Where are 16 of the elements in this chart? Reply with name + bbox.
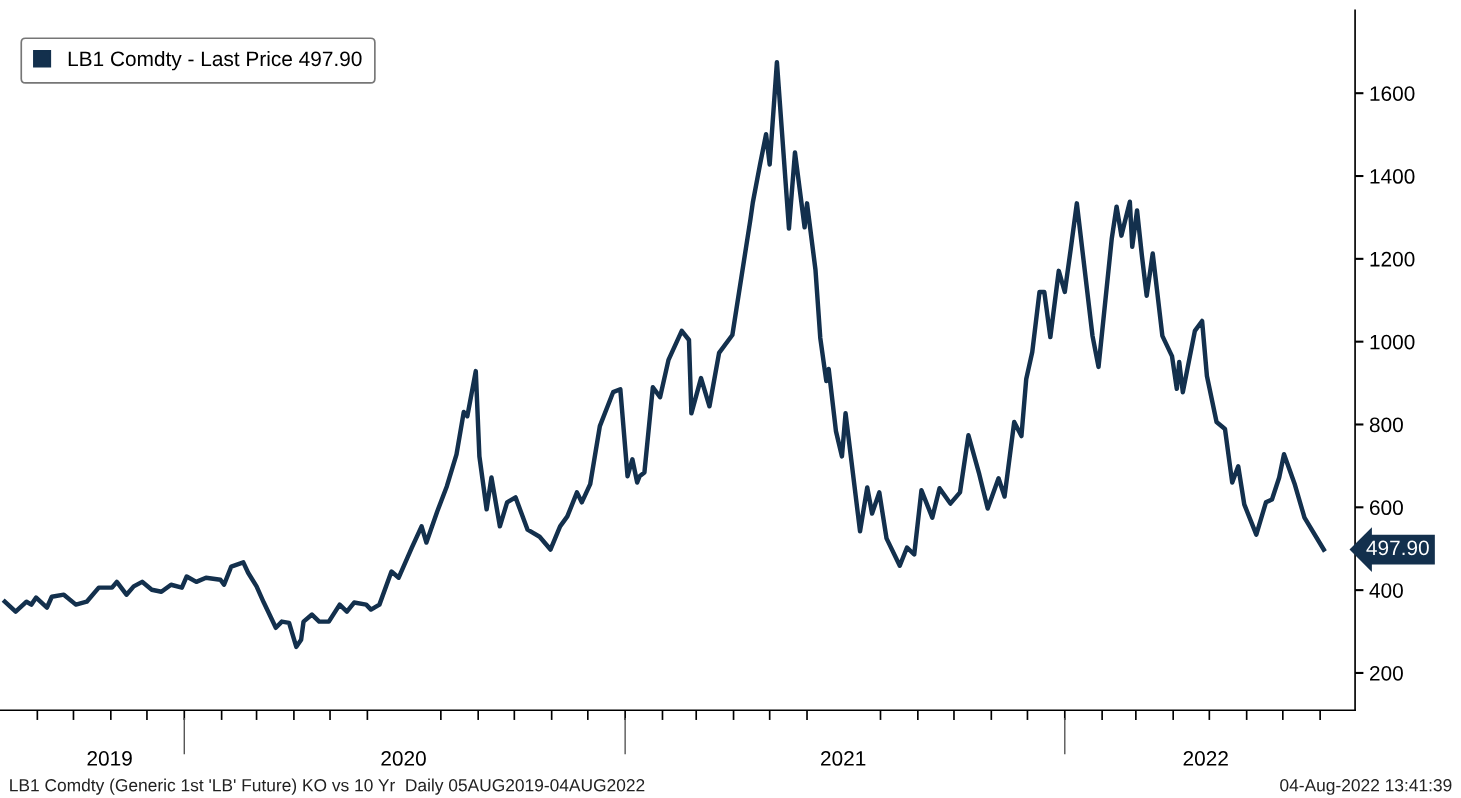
- y-tick-label: 1600: [1370, 86, 1415, 101]
- x-tick-label: 2020: [381, 751, 426, 766]
- x-tick-label: 2021: [821, 751, 866, 766]
- y-tick-label: 1200: [1370, 251, 1415, 267]
- text: LB1 Comdty (Generic 1st 'LB' Future) KO vs 10 Yr Daily 05AUG2019-04AUG2022: [10, 778, 645, 795]
- annotation: 497.90: [1366, 540, 1429, 556]
- x-tick-label: 2022: [1183, 751, 1228, 766]
- y-tick-label: 600: [1370, 500, 1403, 516]
- y-tick-label: 200: [1370, 665, 1403, 681]
- y-tick-label: 1400: [1370, 169, 1415, 184]
- y-tick-label: 1000: [1370, 334, 1415, 350]
- text: 04-Aug-2022 13:41:39: [1280, 779, 1452, 795]
- y-tick-label: 800: [1369, 417, 1403, 433]
- x-tick-label: 2019: [87, 751, 132, 766]
- legend-label: LB1 Comdty - Last Price 497.90: [68, 50, 362, 71]
- y-tick-label: 400: [1369, 583, 1403, 598]
